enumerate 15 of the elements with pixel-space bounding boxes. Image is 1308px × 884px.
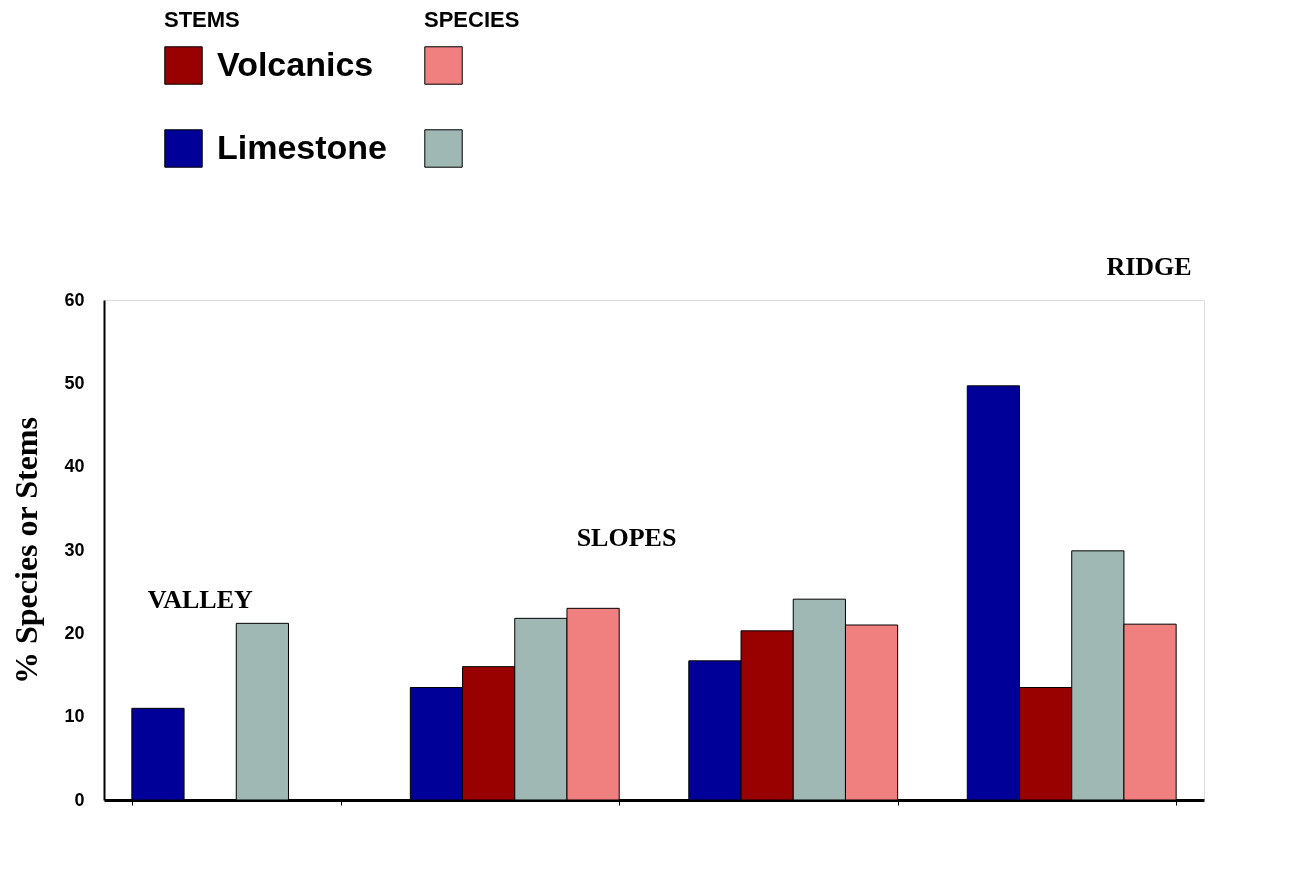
text: SPECIES <box>424 7 520 32</box>
y-tick-label: 60 <box>64 289 85 310</box>
y-tick-label: 30 <box>64 539 85 560</box>
text: RIDGE <box>1106 251 1192 281</box>
legend-label: Volcanics <box>217 44 374 83</box>
y-tick-label: 0 <box>74 789 85 810</box>
y-tick-label: 40 <box>64 456 85 477</box>
y-tick-label: 50 <box>64 372 85 393</box>
y-tick-label: 10 <box>64 706 85 727</box>
y-axis-title: % Species or Stems <box>8 417 45 684</box>
annotation: VALLEY <box>147 585 253 614</box>
y-tick-label: 20 <box>64 622 85 643</box>
text: STEMS <box>164 7 240 32</box>
annotation: SLOPES <box>576 522 677 552</box>
legend-label: Limestone <box>217 127 388 166</box>
